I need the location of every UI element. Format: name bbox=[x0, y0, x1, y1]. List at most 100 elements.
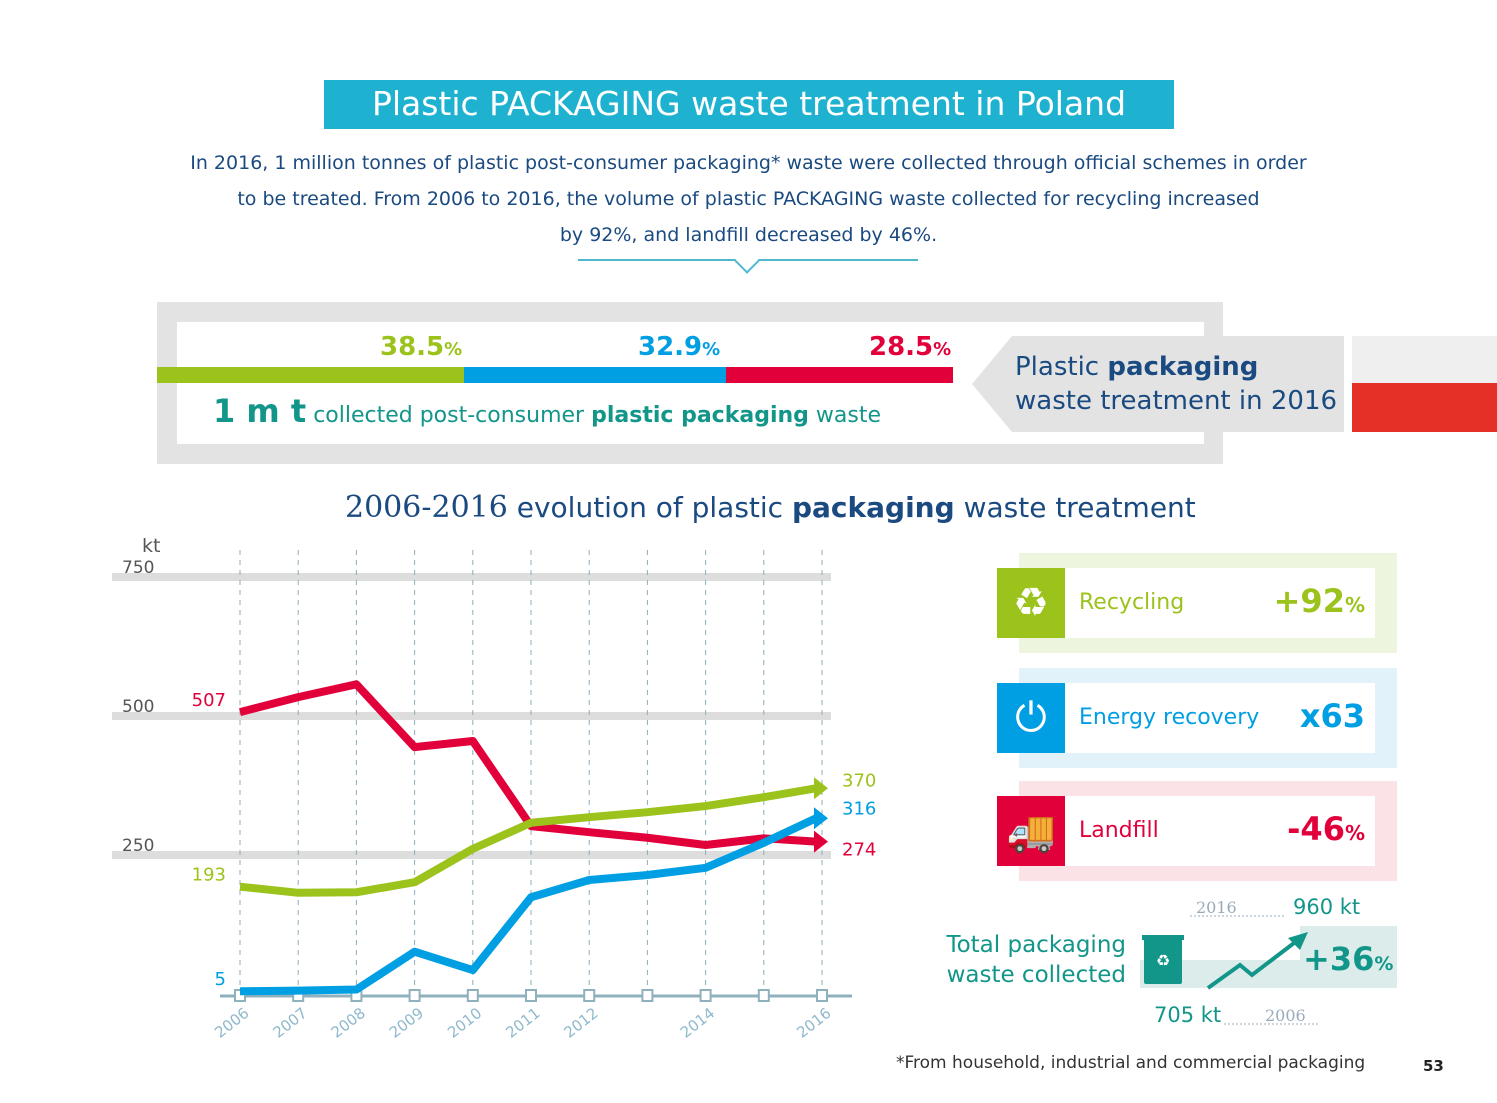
intro-line: to be treated. From 2006 to 2016, the vo… bbox=[237, 188, 1260, 210]
footnote: *From household, industrial and commerci… bbox=[896, 1053, 1366, 1073]
total-collected-text: 1 m t collected post-consumer plastic pa… bbox=[213, 392, 881, 430]
arrowhead-landfill bbox=[814, 830, 828, 853]
x-tick-label: 2011 bbox=[502, 1004, 543, 1042]
panel-value: +92% bbox=[1274, 582, 1365, 620]
start-label-energy: 5 bbox=[215, 969, 226, 990]
callout-arrow bbox=[972, 336, 1344, 432]
text: Plastic bbox=[1015, 352, 1100, 382]
year-end: 2016 bbox=[1196, 898, 1237, 917]
value: +92 bbox=[1273, 582, 1345, 620]
value-end: 960 kt bbox=[1293, 895, 1360, 919]
text-bold: plastic packaging bbox=[591, 403, 809, 428]
recycle-bin-icon: ♻ bbox=[1142, 935, 1184, 984]
value: -46 bbox=[1287, 810, 1345, 848]
text-bold: packaging bbox=[1107, 352, 1259, 382]
chart-title: 2006-2016 evolution of plastic packaging… bbox=[345, 490, 1196, 525]
total-collected-label: Total packaging waste collected bbox=[940, 930, 1126, 990]
panel-inner: ♻ Recycling +92% bbox=[997, 568, 1375, 638]
panel-value: x63 bbox=[1300, 697, 1365, 735]
energy-share-value: 32.9 bbox=[638, 332, 703, 362]
trend-arrow-icon bbox=[1206, 938, 1300, 990]
recycling-share-value: 38.5 bbox=[380, 332, 445, 362]
share-segment-1 bbox=[463, 367, 727, 383]
unit: % bbox=[444, 339, 463, 360]
change-panel-1: ⏻ Energy recovery x63 bbox=[997, 668, 1397, 768]
text: Total packaging bbox=[946, 932, 1126, 958]
y-tick-label: 750 bbox=[122, 558, 154, 578]
text: waste bbox=[815, 403, 882, 428]
x-tick-marker bbox=[757, 989, 770, 1002]
arrowhead-energy bbox=[814, 807, 828, 830]
end-label-recycling: 370 bbox=[842, 770, 876, 791]
panel-label: Energy recovery bbox=[1079, 705, 1260, 730]
text-bold: packaging bbox=[791, 491, 955, 524]
arrowhead-recycling bbox=[814, 777, 828, 800]
panel-label: Recycling bbox=[1079, 590, 1185, 615]
x-tick-marker bbox=[525, 989, 537, 1002]
unit: % bbox=[933, 339, 952, 360]
x-tick-marker bbox=[816, 989, 828, 1002]
unit: % bbox=[1344, 821, 1365, 845]
year-start: 2006 bbox=[1265, 1006, 1306, 1025]
panel-inner: ⏻ Energy recovery x63 bbox=[997, 683, 1375, 753]
poland-flag-white bbox=[1352, 336, 1497, 383]
power-icon: ⏻ bbox=[997, 683, 1065, 753]
change-value: +36% bbox=[1303, 940, 1393, 978]
intro-line: In 2016, 1 million tonnes of plastic pos… bbox=[190, 152, 1307, 174]
text: collected post-consumer bbox=[313, 403, 585, 428]
years: 2006-2016 bbox=[345, 490, 508, 525]
x-tick-label: 2014 bbox=[677, 1004, 718, 1042]
x-tick-label: 2012 bbox=[560, 1004, 601, 1042]
x-tick-label: 2007 bbox=[269, 1004, 310, 1042]
landfill-share-value: 28.5 bbox=[869, 332, 934, 362]
poland-flag-red bbox=[1352, 383, 1497, 432]
value: x63 bbox=[1299, 697, 1365, 735]
x-tick-marker bbox=[699, 989, 712, 1002]
x-tick-label: 2010 bbox=[444, 1004, 485, 1042]
x-tick-marker bbox=[641, 989, 654, 1002]
panel-value: -46% bbox=[1287, 810, 1365, 848]
share-segment-2 bbox=[726, 367, 954, 383]
x-tick-label: 2008 bbox=[328, 1004, 369, 1042]
text: waste treatment in 2016 bbox=[1015, 386, 1338, 416]
total-amount: 1 m t bbox=[213, 392, 307, 430]
page-title: Plastic PACKAGING waste treatment in Pol… bbox=[324, 80, 1174, 129]
x-tick-label: 2016 bbox=[793, 1004, 834, 1042]
change-box bbox=[1300, 926, 1397, 988]
intro-line: by 92%, and landfill decreased by 46%. bbox=[559, 224, 938, 246]
landfill-share: 28.5% bbox=[869, 332, 951, 362]
x-tick-marker bbox=[583, 989, 596, 1002]
intro-text: In 2016, 1 million tonnes of plastic pos… bbox=[140, 145, 1357, 253]
energy-share: 32.9% bbox=[638, 332, 720, 362]
page-number: 53 bbox=[1423, 1057, 1444, 1075]
unit: % bbox=[702, 339, 721, 360]
y-tick-label: 250 bbox=[122, 836, 154, 856]
change-panel-0: ♻ Recycling +92% bbox=[997, 553, 1397, 653]
unit: % bbox=[1374, 953, 1393, 975]
text: waste treatment bbox=[963, 491, 1196, 524]
x-tick-label: 2009 bbox=[386, 1004, 427, 1042]
svg-text:♻: ♻ bbox=[1156, 951, 1170, 970]
y-tick-label: 500 bbox=[122, 697, 154, 717]
panel-label: Landfill bbox=[1079, 818, 1159, 843]
text: evolution of plastic bbox=[516, 491, 784, 524]
end-label-energy: 316 bbox=[842, 798, 876, 819]
recycling-share: 38.5% bbox=[380, 332, 462, 362]
change-number: +36 bbox=[1303, 940, 1374, 978]
x-tick-label: 2006 bbox=[211, 1004, 252, 1042]
unit: % bbox=[1344, 593, 1365, 617]
value-start: 705 kt bbox=[1154, 1003, 1221, 1027]
series-line-energy bbox=[239, 814, 818, 996]
callout-text: Plastic packaging waste treatment in 2016 bbox=[1015, 350, 1337, 418]
x-tick-marker bbox=[466, 989, 479, 1002]
text: waste collected bbox=[946, 962, 1126, 988]
series-line-recycling bbox=[239, 784, 817, 897]
change-panel-2: 🚚 Landfill -46% bbox=[997, 781, 1397, 881]
total-collected-graphic: 2016 960 kt ♻ +36% 705 kt 2006 bbox=[1140, 895, 1397, 1027]
share-segment-0 bbox=[157, 367, 464, 383]
panel-inner: 🚚 Landfill -46% bbox=[997, 796, 1375, 866]
dump-truck-icon: 🚚 bbox=[997, 796, 1065, 866]
y-axis-label: kt bbox=[142, 535, 160, 557]
end-label-landfill: 274 bbox=[842, 840, 876, 861]
